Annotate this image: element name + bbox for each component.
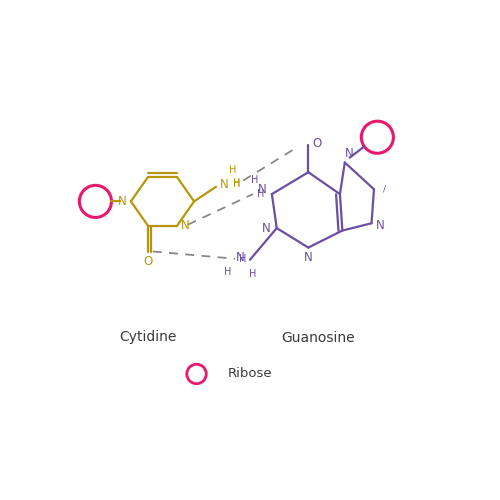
Text: N: N xyxy=(236,251,244,264)
Text: Guanosine: Guanosine xyxy=(281,330,355,344)
Text: N: N xyxy=(220,178,228,191)
Text: N: N xyxy=(258,182,266,196)
Text: N: N xyxy=(304,251,312,264)
Text: O: O xyxy=(312,136,321,149)
Text: Cytidine: Cytidine xyxy=(119,330,176,344)
Text: H: H xyxy=(232,178,240,188)
Text: Ribose: Ribose xyxy=(228,368,273,380)
Text: N: N xyxy=(262,222,270,234)
Text: H: H xyxy=(232,180,240,190)
Text: N: N xyxy=(118,195,127,208)
Text: N: N xyxy=(346,147,354,160)
Text: H: H xyxy=(239,254,246,264)
Text: H: H xyxy=(230,165,236,175)
Text: N: N xyxy=(376,219,384,232)
Text: O: O xyxy=(144,254,152,268)
Text: H: H xyxy=(224,267,232,277)
Text: H: H xyxy=(257,189,264,199)
Text: N: N xyxy=(181,219,190,232)
Text: H: H xyxy=(248,270,256,280)
Text: /: / xyxy=(383,184,386,194)
Text: H: H xyxy=(251,176,258,186)
